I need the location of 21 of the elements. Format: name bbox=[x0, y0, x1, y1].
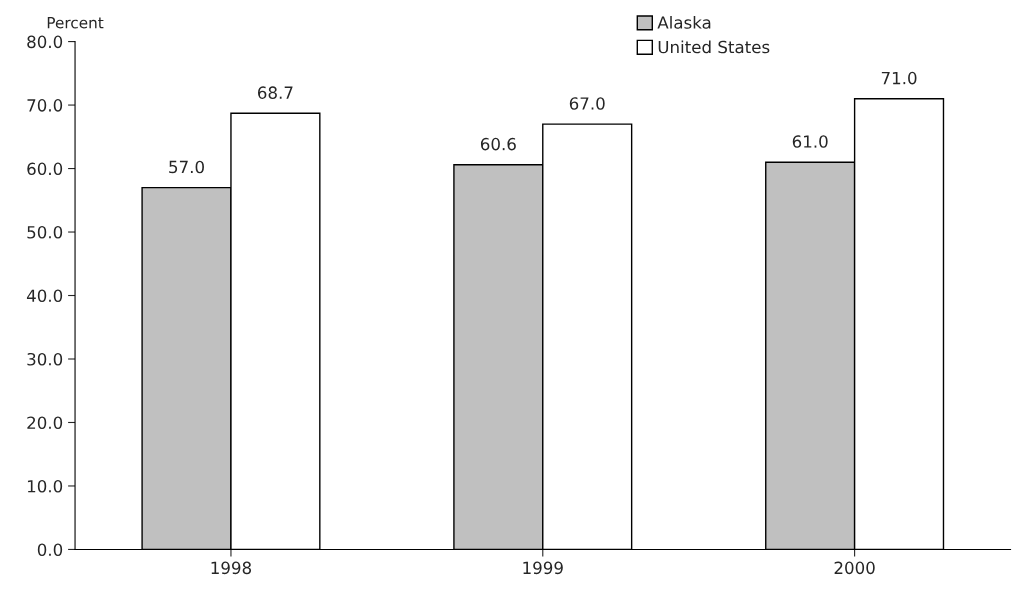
data-label: 60.6 bbox=[480, 137, 516, 151]
x-tick-label: 1998 bbox=[211, 561, 252, 575]
data-label: 68.7 bbox=[258, 86, 293, 99]
y-tick-label: 70.0 bbox=[27, 99, 63, 112]
legend-label: Alaska bbox=[657, 15, 711, 29]
x-tick-label: 1999 bbox=[523, 561, 563, 575]
y-tick-label: 60.0 bbox=[27, 162, 63, 176]
x-tick-label: 2000 bbox=[834, 561, 875, 575]
y-tick-label: 30.0 bbox=[27, 352, 63, 366]
data-label: 71.0 bbox=[881, 71, 917, 85]
y-axis-title: Percent bbox=[47, 17, 104, 29]
y-tick-label: 40.0 bbox=[26, 289, 63, 303]
data-label: 57.0 bbox=[169, 160, 204, 174]
y-tick-label: 80.0 bbox=[27, 35, 63, 49]
data-label: 61.0 bbox=[792, 135, 828, 148]
data-label: 67.0 bbox=[569, 97, 605, 110]
y-tick-label: 20.0 bbox=[27, 416, 63, 430]
y-tick-label: 0.0 bbox=[37, 543, 63, 557]
y-tick-label: 10.0 bbox=[27, 479, 63, 493]
y-tick-label: 50.0 bbox=[27, 225, 63, 239]
legend-label: United States bbox=[658, 40, 770, 54]
